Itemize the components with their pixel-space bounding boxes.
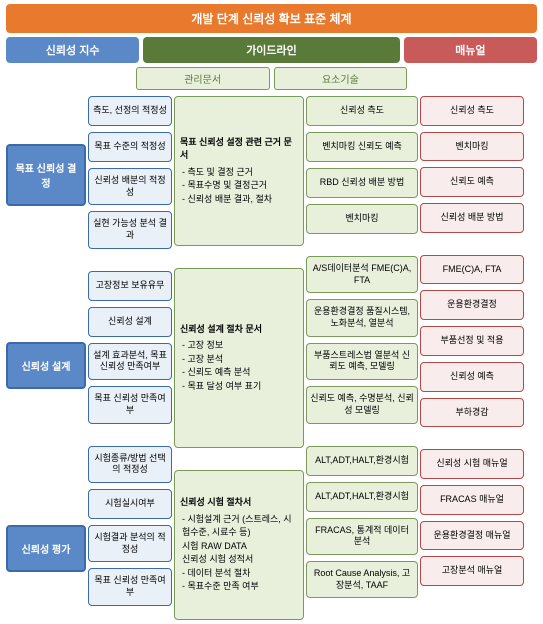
doc-box-1: 신뢰성 설계 절차 문서 - 고장 정보 - 고장 분석 - 신뢰도 예측 분석… (174, 268, 304, 448)
c5-1-1: 운용환경결정 (420, 290, 524, 320)
column-tech: 신뢰성 측도 벤치마킹 신뢰도 예측 RBD 신뢰성 배분 방법 벤치마킹 A/… (306, 96, 418, 620)
sub-header-2: 요소기술 (274, 67, 408, 90)
c4-2-1: ALT,ADT,HALT,환경시험 (306, 482, 418, 512)
c4-2-0: ALT,ADT,HALT,환경시험 (306, 446, 418, 476)
main-box-1: 신뢰성 설계 (6, 342, 86, 389)
c4-1-0: A/S데이터분석 FME(C)A, FTA (306, 256, 418, 293)
c4-1-1: 운용환경결정 품질시스템, 노화분석, 열분석 (306, 299, 418, 336)
c2-0-0: 측도, 선정의 적정성 (88, 96, 172, 126)
c5-2-3: 고장분석 매뉴얼 (420, 556, 524, 586)
c5-2-1: FRACAS 매뉴얼 (420, 485, 524, 515)
c2-0-3: 실현 가능성 분석 결과 (88, 211, 172, 248)
c4-0-2: RBD 신뢰성 배분 방법 (306, 168, 418, 198)
header-col-2: 가이드라인 (143, 37, 400, 63)
c2-2-2: 시험결과 분석의 적정성 (88, 525, 172, 562)
c2-1-1: 신뢰성 설계 (88, 307, 172, 337)
doc-box-2: 신뢰성 시험 절차서 - 시험설계 근거 (스트레스, 시험수준, 시료수 등)… (174, 470, 304, 620)
doc-title-1: 신뢰성 설계 절차 문서 (180, 323, 298, 337)
column-headers: 신뢰성 지수 가이드라인 매뉴얼 (6, 37, 537, 63)
c2-1-2: 설계 효과분석, 목표신뢰성 만족여부 (88, 343, 172, 380)
c2-2-1: 시험실시여부 (88, 489, 172, 519)
c5-0-0: 신뢰성 측도 (420, 96, 524, 126)
c5-2-2: 운용환경결정 매뉴얼 (420, 521, 524, 551)
column-main: 목표 신뢰성 결정 신뢰성 설계 신뢰성 평가 (6, 96, 86, 620)
c2-2-3: 목표 신뢰성 만족여부 (88, 568, 172, 605)
c5-0-1: 벤치마킹 (420, 132, 524, 162)
c2-1-0: 고장정보 보유유무 (88, 271, 172, 301)
sub-header-1: 관리문서 (136, 67, 270, 90)
c5-1-0: FME(C)A, FTA (420, 255, 524, 285)
c4-2-3: Root Cause Analysis, 고장분석, TAAF (306, 561, 418, 598)
doc-title-0: 목표 신뢰성 설정 관련 근거 문서 (180, 136, 298, 163)
c4-0-0: 신뢰성 측도 (306, 96, 418, 126)
diagram-content: 목표 신뢰성 결정 신뢰성 설계 신뢰성 평가 측도, 선정의 적정성 목표 수… (0, 92, 543, 624)
c4-2-2: FRACAS, 통계적 데이터 분석 (306, 518, 418, 555)
sub-headers: 관리문서 요소기술 (6, 67, 537, 90)
c4-0-1: 벤치마킹 신뢰도 예측 (306, 132, 418, 162)
header-col-1: 신뢰성 지수 (6, 37, 139, 63)
column-criteria: 측도, 선정의 적정성 목표 수준의 적정성 신뢰성 배분의 적정성 실현 가능… (88, 96, 172, 620)
c2-1-3: 목표 신뢰성 만족여부 (88, 386, 172, 423)
header-col-3: 매뉴얼 (404, 37, 537, 63)
c5-1-3: 신뢰성 예측 (420, 362, 524, 392)
doc-box-0: 목표 신뢰성 설정 관련 근거 문서 - 측도 및 결정 근거 - 목표수명 및… (174, 96, 304, 246)
doc-title-2: 신뢰성 시험 절차서 (180, 496, 298, 510)
main-box-2: 신뢰성 평가 (6, 525, 86, 572)
c5-1-4: 부하경감 (420, 398, 524, 428)
c4-1-3: 신뢰도 예측, 수명분석, 신뢰성 모델링 (306, 386, 418, 423)
column-manual: 신뢰성 측도 벤치마킹 신뢰도 예측 신뢰성 배분 방법 FME(C)A, FT… (420, 96, 524, 620)
c5-0-3: 신뢰성 배분 방법 (420, 203, 524, 233)
c2-0-2: 신뢰성 배분의 적정성 (88, 168, 172, 205)
c5-2-0: 신뢰성 시험 매뉴얼 (420, 449, 524, 479)
c2-2-0: 시험종류/방법 선택의 적정성 (88, 446, 172, 483)
c5-0-2: 신뢰도 예측 (420, 167, 524, 197)
c4-1-2: 부품스트레스법 열분석 신뢰도 예측, 모델링 (306, 343, 418, 380)
c4-0-3: 벤치마킹 (306, 204, 418, 234)
main-box-0: 목표 신뢰성 결정 (6, 144, 86, 206)
column-documents: 목표 신뢰성 설정 관련 근거 문서 - 측도 및 결정 근거 - 목표수명 및… (174, 96, 304, 620)
c5-1-2: 부품선정 및 적용 (420, 326, 524, 356)
c2-0-1: 목표 수준의 적정성 (88, 132, 172, 162)
main-header: 개발 단계 신뢰성 확보 표준 체계 (6, 4, 537, 33)
